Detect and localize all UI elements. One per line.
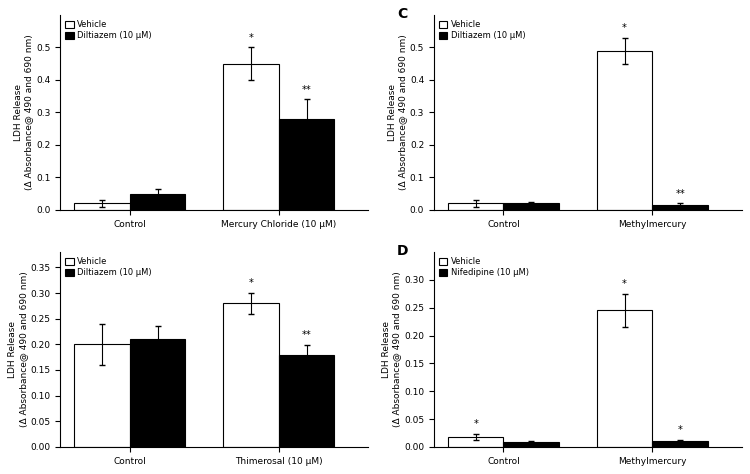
Legend: Vehicle, Nifedipine (10 μM): Vehicle, Nifedipine (10 μM) [438, 256, 530, 278]
Bar [503, 203, 559, 210]
Text: *: * [622, 279, 627, 289]
Bar [279, 119, 334, 210]
Text: *: * [622, 23, 627, 33]
Bar [279, 355, 334, 447]
Bar [74, 344, 130, 447]
Bar [597, 51, 652, 210]
Bar [224, 64, 279, 210]
Text: *: * [248, 33, 254, 43]
Text: *: * [473, 419, 478, 428]
Text: C: C [397, 7, 407, 21]
Bar [448, 437, 503, 447]
Legend: Vehicle, Diltiazem (10 μM): Vehicle, Diltiazem (10 μM) [64, 19, 152, 41]
Text: **: ** [302, 84, 311, 95]
Bar [130, 339, 185, 447]
Text: **: ** [302, 330, 311, 340]
Y-axis label: LDH Release
(Δ Absorbance@ 490 and 690 nm): LDH Release (Δ Absorbance@ 490 and 690 n… [388, 35, 407, 191]
Text: *: * [678, 425, 682, 435]
Legend: Vehicle, Diltiazem (10 μM): Vehicle, Diltiazem (10 μM) [64, 256, 152, 278]
Bar [597, 310, 652, 447]
Legend: Vehicle, Diltiazem (10 μM): Vehicle, Diltiazem (10 μM) [438, 19, 526, 41]
Text: **: ** [675, 189, 685, 199]
Bar [652, 205, 708, 210]
Bar [224, 303, 279, 447]
Y-axis label: LDH Release
(Δ Absorbance@ 490 and 690 nm): LDH Release (Δ Absorbance@ 490 and 690 n… [382, 272, 401, 428]
Bar [74, 203, 130, 210]
Text: *: * [248, 278, 254, 288]
Bar [503, 443, 559, 447]
Bar [130, 194, 185, 210]
Bar [448, 203, 503, 210]
Bar [652, 441, 708, 447]
Y-axis label: LDH Release
(Δ Absorbance@ 490 and 690 nm): LDH Release (Δ Absorbance@ 490 and 690 n… [8, 272, 28, 428]
Y-axis label: LDH Release
(Δ Absorbance@ 490 and 690 nm): LDH Release (Δ Absorbance@ 490 and 690 n… [14, 35, 34, 191]
Text: D: D [397, 244, 409, 258]
